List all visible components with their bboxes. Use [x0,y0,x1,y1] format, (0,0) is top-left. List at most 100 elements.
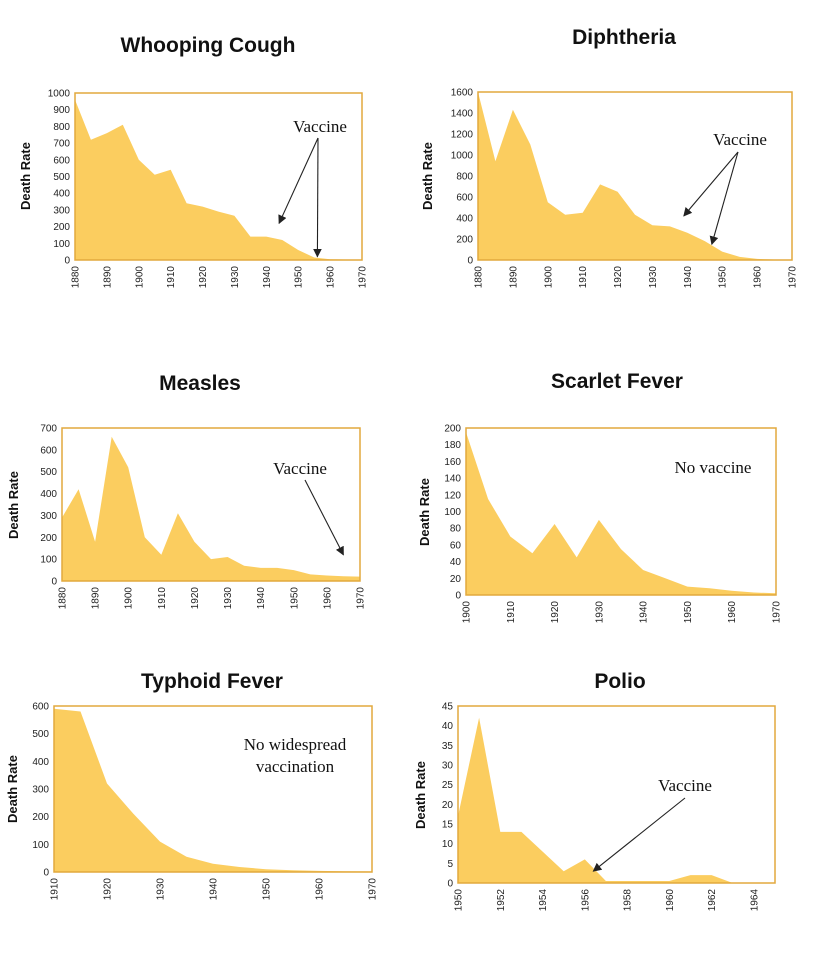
y-tick-label: 40 [442,721,454,732]
x-tick-label: 1930 [223,587,234,610]
x-tick-label: 1940 [256,587,267,610]
y-tick-label: 400 [40,489,57,500]
x-tick-label: 1930 [230,266,241,289]
data-area [62,436,360,581]
chart-title: Measles [159,372,241,395]
y-tick-label: 120 [444,490,461,501]
x-tick-label: 1940 [209,878,220,901]
y-tick-label: 15 [442,820,454,831]
y-axis-label: Death Rate [420,142,435,210]
x-tick-label: 1880 [71,266,82,289]
y-tick-label: 0 [447,879,453,890]
annotation-text: Vaccine [293,117,347,136]
annotation-arrow [278,137,319,225]
x-tick-label: 1910 [50,878,61,901]
y-tick-label: 5 [447,859,453,870]
y-tick-label: 60 [450,540,462,551]
plot-frame [61,427,361,582]
plot-frame [465,427,777,596]
y-tick-label: 600 [456,193,473,204]
x-tick-label: 1970 [368,878,379,901]
x-tick-label: 1910 [578,266,589,289]
x-tick-label: 1910 [166,266,177,289]
x-tick-label: 1940 [639,601,650,624]
y-axis-label: Death Rate [18,142,33,210]
y-tick-label: 100 [444,507,461,518]
x-tick-label: 1900 [124,587,135,610]
x-tick-label: 1930 [156,878,167,901]
annotation-arrow [313,137,322,258]
x-tick-label: 1960 [753,266,764,289]
plot-frame [53,705,373,873]
x-tick-label: 1954 [538,889,549,912]
plot-frame [457,705,776,884]
x-tick-label: 1960 [665,889,676,912]
chart-title: Scarlet Fever [551,370,683,393]
y-tick-label: 700 [53,139,70,150]
y-tick-label: 300 [32,785,49,796]
x-tick-label: 1940 [262,266,273,289]
y-tick-label: 45 [442,702,454,713]
y-tick-label: 600 [40,445,57,456]
y-tick-label: 1000 [48,89,71,100]
y-tick-label: 10 [442,839,454,850]
x-tick-label: 1880 [58,587,69,610]
annotation-text: Vaccine [658,776,712,795]
y-tick-label: 1000 [451,151,474,162]
chart-diphtheria: Diphtheria Death Rate 0 200 400 600 800 1000 120… [420,26,799,288]
chart-title: Diphtheria [572,26,676,49]
x-tick-label: 1970 [358,266,369,289]
chart-title: Polio [594,670,645,693]
x-tick-label: 1950 [294,266,305,289]
x-tick-label: 1970 [788,266,799,289]
chart-scarlet-fever: Scarlet Fever Death Rate 0 20 40 60 80 100 120 14… [417,370,783,623]
chart-measles: Measles Death Rate 0 100 200 300 400 500 600 700 1… [6,372,367,609]
y-tick-label: 0 [64,256,70,267]
x-tick-label: 1900 [134,266,145,289]
x-tick-label: 1970 [356,587,367,610]
x-tick-label: 1920 [103,878,114,901]
y-axis-label: Death Rate [6,471,21,539]
y-tick-label: 200 [444,424,461,435]
y-tick-label: 30 [442,761,454,772]
y-tick-label: 700 [40,424,57,435]
annotation-text: Vaccine [713,130,767,149]
y-tick-label: 80 [450,524,462,535]
y-tick-label: 0 [43,868,49,879]
x-tick-label: 1960 [326,266,337,289]
x-tick-label: 1970 [772,601,783,624]
x-tick-label: 1890 [102,266,113,289]
x-tick-label: 1920 [190,587,201,610]
chart-whooping-cough: Whooping Cough Death Rate 0 100 200 300 400 500… [18,34,369,288]
x-tick-label: 1950 [262,878,273,901]
data-area [54,708,372,872]
annotation-text: No vaccine [675,458,752,477]
annotation-arrow [304,479,344,556]
y-axis-label: Death Rate [5,755,20,823]
y-tick-label: 100 [32,840,49,851]
data-area [75,99,362,260]
y-tick-label: 500 [53,172,70,183]
y-tick-label: 200 [40,533,57,544]
data-area [478,92,792,260]
x-tick-label: 1950 [289,587,300,610]
x-tick-label: 1960 [315,878,326,901]
annotation-arrow [683,151,739,217]
plot-frame [477,91,793,261]
y-tick-label: 600 [32,702,49,713]
chart-title: Whooping Cough [121,34,296,57]
x-tick-label: 1920 [613,266,624,289]
x-tick-label: 1960 [322,587,333,610]
y-axis-label: Death Rate [413,761,428,829]
y-tick-label: 160 [444,457,461,468]
y-tick-label: 1400 [451,109,474,120]
y-tick-label: 200 [53,222,70,233]
chart-typhoid-fever: Typhoid Fever Death Rate 0 100 200 300 400 500 6… [5,670,379,900]
y-tick-label: 1200 [451,130,474,141]
y-tick-label: 200 [32,812,49,823]
y-tick-label: 100 [40,555,57,566]
x-tick-label: 1950 [718,266,729,289]
x-tick-label: 1900 [462,601,473,624]
y-axis-label: Death Rate [417,478,432,546]
